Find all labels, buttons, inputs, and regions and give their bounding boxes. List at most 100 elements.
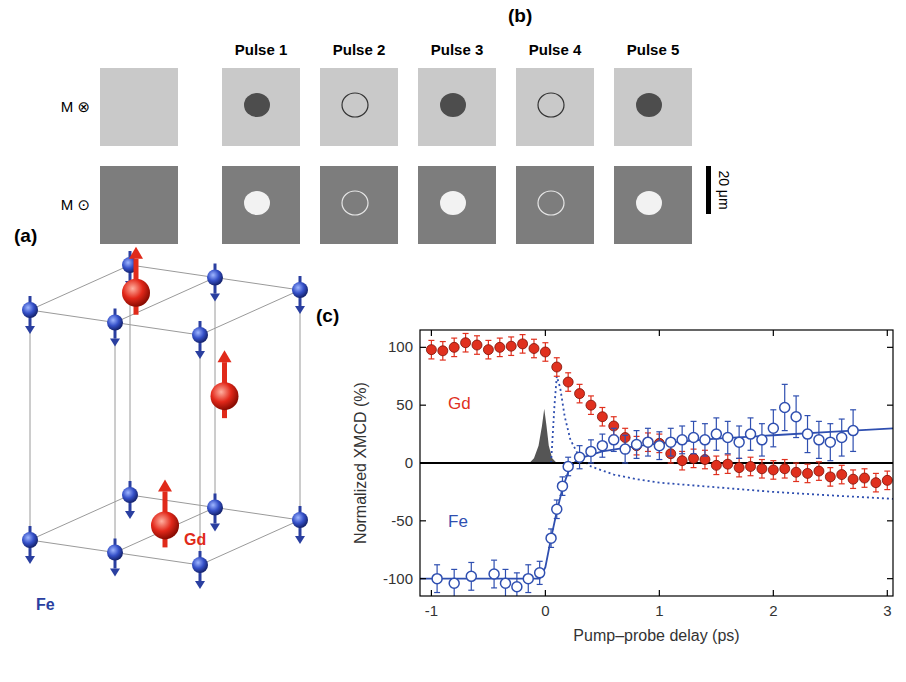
row-label: M ⊗ bbox=[61, 98, 90, 115]
data-point bbox=[643, 437, 653, 447]
fit-line bbox=[551, 376, 893, 499]
error-bar-cap bbox=[839, 418, 845, 419]
row-label: M ⊙ bbox=[61, 196, 90, 213]
data-point bbox=[632, 439, 642, 449]
data-point bbox=[643, 437, 653, 447]
error-bar-cap bbox=[793, 395, 799, 396]
data-point bbox=[597, 441, 607, 451]
y-tick bbox=[420, 462, 426, 463]
error-bar-cap bbox=[451, 337, 457, 338]
x-tick bbox=[431, 330, 432, 336]
error-bar-cap bbox=[463, 333, 469, 334]
error-bar-cap bbox=[884, 489, 890, 490]
error-bar-cap bbox=[559, 495, 565, 496]
plot-frame bbox=[420, 330, 893, 596]
data-point bbox=[791, 467, 801, 477]
image-panel: Pulse 1Pulse 2Pulse 3Pulse 4Pulse 5M ⊗M … bbox=[61, 41, 732, 244]
error-bar-cap bbox=[508, 355, 514, 356]
data-point bbox=[586, 446, 596, 456]
data-point bbox=[563, 461, 573, 471]
error-bar-cap bbox=[691, 421, 697, 422]
x-tick-label: 3 bbox=[883, 602, 891, 619]
error-bar-cap bbox=[702, 423, 708, 424]
x-tick bbox=[545, 590, 546, 596]
error-bar-cap bbox=[691, 453, 697, 454]
data-point bbox=[780, 402, 790, 412]
error-bar-cap bbox=[748, 417, 754, 418]
error-bar-cap bbox=[713, 450, 719, 451]
error-bar-cap bbox=[805, 452, 811, 453]
data-point bbox=[734, 463, 744, 473]
data-point bbox=[848, 474, 858, 484]
data-point bbox=[860, 473, 870, 483]
data-point bbox=[768, 423, 778, 433]
panel-label: (c) bbox=[316, 305, 339, 326]
error-bar-cap bbox=[713, 455, 719, 456]
error-bar-cap bbox=[805, 415, 811, 416]
error-bar-cap bbox=[485, 340, 491, 341]
error-bar-cap bbox=[839, 465, 845, 466]
data-point bbox=[746, 429, 756, 439]
y-tick bbox=[420, 347, 426, 348]
y-tick bbox=[887, 347, 893, 348]
error-bar-cap bbox=[816, 461, 822, 462]
error-bar-cap bbox=[759, 423, 765, 424]
lattice-edge bbox=[30, 265, 130, 310]
y-tick bbox=[887, 462, 893, 463]
error-bar-cap bbox=[702, 455, 708, 456]
series-label: Gd bbox=[448, 394, 471, 413]
image-after-pulse bbox=[516, 68, 594, 146]
error-bar-cap bbox=[514, 572, 520, 573]
error-bar-cap bbox=[611, 428, 617, 429]
error-bar-cap bbox=[759, 477, 765, 478]
error-bar-cap bbox=[577, 402, 583, 403]
error-bar-cap bbox=[474, 354, 480, 355]
error-bar-cap bbox=[645, 455, 651, 456]
data-point bbox=[586, 400, 596, 410]
error-bar-cap bbox=[599, 425, 605, 426]
error-bar-cap bbox=[770, 460, 776, 461]
data-point bbox=[489, 569, 499, 579]
error-bar-cap bbox=[611, 416, 617, 417]
spin-arrow-head bbox=[195, 581, 205, 589]
error-bar-cap bbox=[850, 451, 856, 452]
error-bar-cap bbox=[770, 409, 776, 410]
error-bar-cap bbox=[525, 592, 531, 593]
data-point bbox=[814, 435, 824, 445]
spin-arrow-head bbox=[210, 524, 220, 532]
image-before bbox=[100, 166, 178, 244]
data-point bbox=[848, 426, 858, 436]
error-bar-cap bbox=[862, 487, 868, 488]
error-bar-cap bbox=[748, 457, 754, 458]
data-point bbox=[449, 578, 459, 588]
image-after-pulse bbox=[222, 68, 300, 146]
error-bar-cap bbox=[736, 425, 742, 426]
y-tick-label: 0 bbox=[405, 454, 413, 471]
x-axis-title: Pump–probe delay (ps) bbox=[573, 627, 739, 644]
error-bar-cap bbox=[588, 395, 594, 396]
data-point bbox=[500, 578, 510, 588]
lattice-edge bbox=[300, 290, 301, 520]
data-point bbox=[746, 461, 756, 471]
series-label: Fe bbox=[448, 512, 468, 531]
error-bar-cap bbox=[748, 475, 754, 476]
error-bar-cap bbox=[537, 561, 543, 562]
y-tick-label: 50 bbox=[396, 396, 413, 413]
data-point bbox=[803, 429, 813, 439]
error-bar-cap bbox=[491, 587, 497, 588]
atom-label: Gd bbox=[184, 531, 206, 548]
error-bar-cap bbox=[782, 477, 788, 478]
data-point bbox=[575, 452, 585, 462]
atom-label: Fe bbox=[36, 596, 55, 613]
error-bar-cap bbox=[805, 482, 811, 483]
data-point bbox=[461, 338, 471, 348]
fit-line bbox=[420, 428, 893, 578]
error-bar-cap bbox=[611, 451, 617, 452]
switched-domain bbox=[636, 93, 662, 117]
lattice-edge bbox=[115, 323, 116, 553]
scale-bar-label: 20 μm bbox=[716, 170, 732, 209]
error-bar-cap bbox=[428, 340, 434, 341]
x-tick-label: -1 bbox=[425, 602, 438, 619]
fe-atom bbox=[107, 545, 123, 561]
x-tick bbox=[659, 590, 660, 596]
